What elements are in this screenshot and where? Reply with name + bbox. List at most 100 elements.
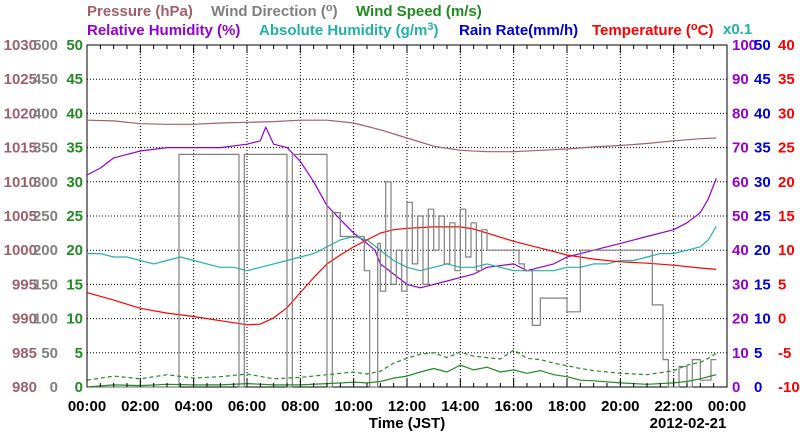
y-tick-label-rh: 10: [732, 345, 749, 362]
chart-titles: Pressure (hPa) Wind Direction (o) Wind S…: [87, 2, 752, 39]
y-tick-label-rain: 50: [754, 37, 771, 54]
y-tick-label-rain: 25: [754, 208, 771, 225]
y-tick-label-wind-speed: 30: [66, 174, 83, 191]
y-tick-label-temp: 0: [778, 311, 786, 328]
grid-lines: [87, 45, 727, 387]
x-tick-label: 08:00: [281, 398, 319, 415]
y-tick-label-wind-speed: 50: [66, 37, 83, 54]
y-tick-label-temp: 40: [778, 37, 795, 54]
title-rain-rate: Rain Rate(mm/h): [459, 22, 578, 39]
x-tick-label: 00:00: [68, 398, 106, 415]
x-tick-label: 00:00: [708, 398, 746, 415]
y-tick-label-temp: 15: [778, 208, 795, 225]
y-tick-label-wind-dir: 300: [33, 174, 58, 191]
x-tick-label: 14:00: [441, 398, 479, 415]
y-tick-label-rh: 0: [732, 379, 740, 396]
left-axes: 1030102510201015101010051000995990985980…: [4, 37, 83, 396]
series-pressure: [86, 119, 717, 153]
series-wind-speed-max: [86, 349, 717, 381]
y-tick-label-wind-speed: 25: [66, 208, 83, 225]
y-tick-label-wind-speed: 20: [66, 242, 83, 259]
y-tick-label-wind-speed: 15: [66, 276, 83, 293]
y-tick-label-temp: 25: [778, 140, 795, 157]
y-tick-label-rain: 0: [754, 379, 762, 396]
series-wind-speed-avg: [86, 364, 717, 388]
y-tick-label-rh: 30: [732, 276, 749, 293]
y-tick-label-pressure: 1000: [4, 242, 37, 259]
y-tick-label-wind-speed: 45: [66, 71, 83, 88]
y-tick-label-rain: 30: [754, 174, 771, 191]
data-series: [86, 119, 717, 388]
y-tick-label-rain: 40: [754, 105, 771, 122]
x-tick-label: 04:00: [174, 398, 212, 415]
y-tick-label-wind-dir: 500: [33, 37, 58, 54]
series-temperature: [86, 226, 717, 326]
y-tick-label-rh: 70: [732, 140, 749, 157]
y-tick-label-wind-speed: 10: [66, 311, 83, 328]
y-tick-label-temp: 20: [778, 174, 795, 191]
x-tick-label: 16:00: [494, 398, 532, 415]
y-tick-label-rh: 90: [732, 71, 749, 88]
y-tick-label-rh: 80: [732, 105, 749, 122]
x-tick-label: 22:00: [654, 398, 692, 415]
y-tick-label-pressure: 995: [12, 276, 37, 293]
y-tick-label-pressure: 1030: [4, 37, 37, 54]
y-tick-label-rh: 60: [732, 174, 749, 191]
y-tick-label-rh: 100: [732, 37, 757, 54]
y-tick-label-pressure: 1015: [4, 140, 37, 157]
right-axes: 1009080706050403020100504540353025201510…: [732, 37, 800, 396]
y-tick-label-wind-speed: 40: [66, 105, 83, 122]
y-tick-label-wind-speed: 0: [75, 379, 83, 396]
title-wind-speed: Wind Speed (m/s): [356, 3, 482, 20]
y-tick-label-pressure: 1020: [4, 105, 37, 122]
title-relative-humidity: Relative Humidity (%): [87, 22, 240, 39]
series-relative-humidity: [86, 126, 717, 289]
y-tick-label-rain: 45: [754, 71, 771, 88]
y-tick-label-wind-dir: 50: [41, 345, 58, 362]
y-tick-label-wind-dir: 0: [50, 379, 58, 396]
scale-note: x0.1: [723, 21, 752, 38]
title-wind-direction: Wind Direction (o): [211, 2, 338, 20]
y-tick-label-wind-speed: 35: [66, 140, 83, 157]
y-tick-label-pressure: 1025: [4, 71, 37, 88]
x-axis-label: Time (JST): [369, 415, 445, 432]
y-tick-label-wind-dir: 100: [33, 311, 58, 328]
y-tick-label-rain: 10: [754, 311, 771, 328]
y-tick-label-pressure: 985: [12, 345, 37, 362]
y-tick-label-wind-dir: 400: [33, 105, 58, 122]
y-tick-label-temp: 30: [778, 105, 795, 122]
y-tick-label-rain: 15: [754, 276, 771, 293]
y-tick-label-rain: 20: [754, 242, 771, 259]
title-absolute-humidity: Absolute Humidity (g/m3): [259, 21, 438, 39]
y-tick-label-wind-dir: 450: [33, 71, 58, 88]
y-tick-label-temp: 5: [778, 276, 786, 293]
y-tick-label-rh: 40: [732, 242, 749, 259]
y-tick-label-rh: 20: [732, 311, 749, 328]
x-tick-label: 12:00: [388, 398, 426, 415]
y-tick-label-pressure: 1010: [4, 174, 37, 191]
y-tick-label-temp: -5: [778, 345, 791, 362]
y-tick-label-wind-speed: 5: [75, 345, 83, 362]
series-wind-direction: [87, 153, 717, 388]
y-tick-label-wind-dir: 150: [33, 276, 58, 293]
plot-area: 00:00 02:00 04:00 06:00 08:00 10:00 12:00 14:00…: [68, 44, 746, 415]
x-tick-label: 06:00: [228, 398, 266, 415]
x-tick-label: 20:00: [601, 398, 639, 415]
x-tick-label: 10:00: [334, 398, 372, 415]
x-axis-ticks: 00:00 02:00 04:00 06:00 08:00 10:00 12:00 14:00…: [68, 45, 746, 415]
y-tick-label-wind-dir: 250: [33, 208, 58, 225]
y-tick-label-pressure: 1005: [4, 208, 37, 225]
y-tick-label-temp: 35: [778, 71, 795, 88]
y-tick-label-wind-dir: 200: [33, 242, 58, 259]
y-tick-label-rain: 35: [754, 140, 771, 157]
title-temperature: Temperature (oC): [592, 21, 713, 39]
y-tick-label-pressure: 980: [12, 379, 37, 396]
y-tick-label-rh: 50: [732, 208, 749, 225]
y-tick-label-temp: 10: [778, 242, 795, 259]
y-tick-label-pressure: 990: [12, 311, 37, 328]
y-tick-label-rain: 5: [754, 345, 762, 362]
y-tick-label-temp: -10: [778, 379, 800, 396]
date-label: 2012-02-21: [650, 415, 727, 432]
x-tick-label: 02:00: [121, 398, 159, 415]
